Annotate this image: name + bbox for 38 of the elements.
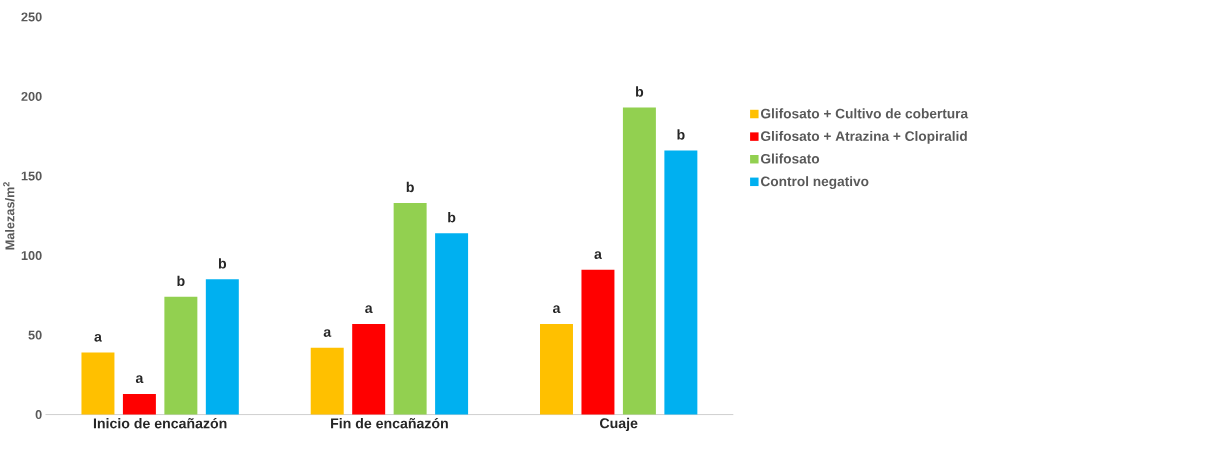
data-label: b xyxy=(677,129,685,140)
bar xyxy=(581,269,615,415)
bar xyxy=(122,393,156,415)
legend-label: Glifosato + Atrazina + Clopiralid xyxy=(761,130,967,144)
x-tick-label: Inicio de encañazón xyxy=(93,417,227,429)
data-label: b xyxy=(406,181,414,193)
y-tick-label: 50 xyxy=(28,330,42,340)
legend-label: Glifosato xyxy=(761,153,820,164)
bar xyxy=(205,279,239,415)
y-tick-label: 0 xyxy=(35,409,42,419)
y-axis-title: Malezas/m$^{2}$ xyxy=(3,181,15,250)
x-tick-label: Cuaje xyxy=(600,417,638,431)
data-label: b xyxy=(218,258,227,269)
bar xyxy=(81,352,115,415)
x-tick-label: Fin de encañazón xyxy=(331,417,448,429)
y-tick-label: 100 xyxy=(21,250,42,260)
bar xyxy=(352,323,386,415)
bar xyxy=(164,296,198,415)
legend-label: Glifosato + Cultivo de cobertura xyxy=(761,108,969,119)
data-label: a xyxy=(594,251,602,259)
data-label: a xyxy=(552,305,561,313)
y-tick-label: 250 xyxy=(21,12,42,22)
data-label: a xyxy=(94,333,102,342)
bar xyxy=(435,233,469,415)
bar xyxy=(664,150,698,415)
y-tick-label: 200 xyxy=(21,91,42,101)
legend-label: Control negativo xyxy=(761,176,869,189)
bar xyxy=(310,347,344,415)
data-label: a xyxy=(365,305,373,313)
data-label: a xyxy=(135,375,144,383)
bar xyxy=(540,323,573,415)
data-label: b xyxy=(636,86,644,97)
bar xyxy=(393,202,427,415)
data-label: b xyxy=(177,275,185,286)
y-tick-label: 150 xyxy=(21,171,42,181)
data-label: a xyxy=(323,329,332,337)
bar xyxy=(622,107,656,415)
data-label: b xyxy=(448,211,456,223)
